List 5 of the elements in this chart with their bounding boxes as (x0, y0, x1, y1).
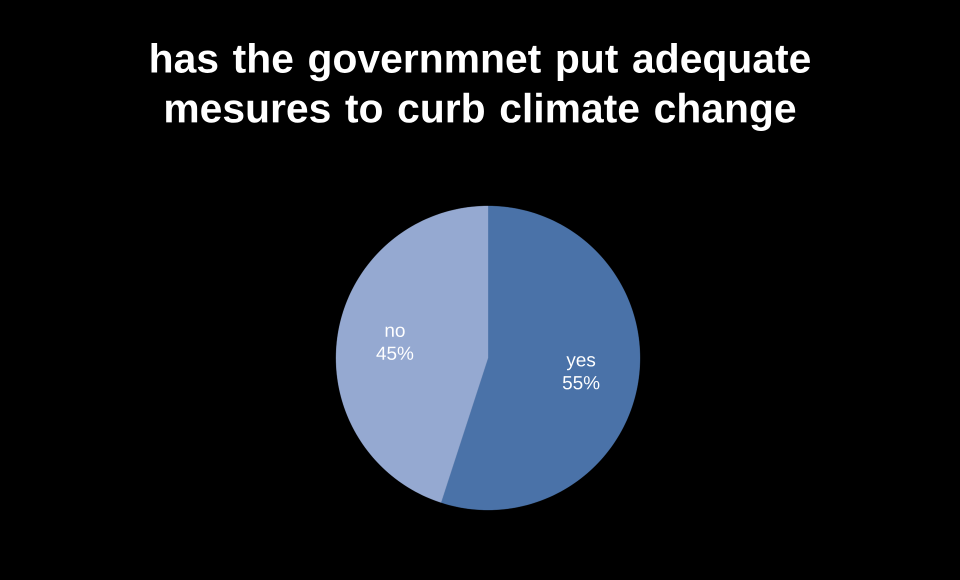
slice-label: yes (566, 356, 596, 370)
slice-label: no (386, 326, 405, 337)
chart-title: has the governmnet put adequate mesures to curb climate change (152, 42, 810, 132)
data-label: 45% (376, 346, 414, 360)
data-label: 55% (562, 376, 600, 390)
